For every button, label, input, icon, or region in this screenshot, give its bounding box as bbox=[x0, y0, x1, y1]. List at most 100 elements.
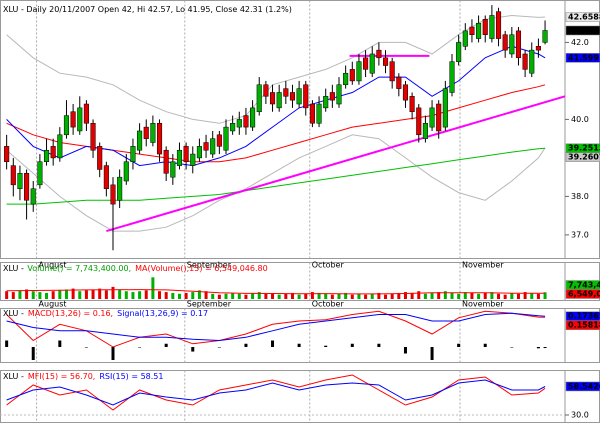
bar bbox=[138, 347, 142, 348]
bar bbox=[377, 343, 381, 347]
candle-body bbox=[216, 134, 222, 147]
bar bbox=[45, 292, 49, 299]
candle-body bbox=[436, 103, 442, 132]
bar bbox=[463, 292, 467, 299]
bar bbox=[64, 289, 68, 299]
candle-body bbox=[190, 153, 196, 166]
bar bbox=[264, 293, 268, 299]
y-tick-label: 42.0 bbox=[571, 38, 589, 47]
value-box bbox=[565, 289, 600, 299]
candle-body bbox=[269, 92, 276, 105]
candle-body bbox=[363, 57, 369, 70]
bar bbox=[164, 343, 168, 347]
legend-entry: MA(Volume(),15) = 6,549,046.80 bbox=[135, 264, 268, 273]
month-label: October bbox=[312, 300, 345, 309]
bar bbox=[483, 292, 487, 299]
value-box-label: 6,549,04 bbox=[568, 290, 600, 299]
bar bbox=[497, 293, 501, 299]
bar bbox=[84, 347, 88, 348]
candle-body bbox=[462, 30, 468, 47]
bar bbox=[144, 290, 148, 299]
legend-entry: MFI(15) = 56.70, bbox=[28, 372, 96, 381]
panel-header: XLU - Daily 20/11/2007 Open 42, Hi 42.57… bbox=[3, 5, 292, 14]
candle-body bbox=[24, 173, 30, 201]
candle-body bbox=[196, 146, 202, 159]
candle-body bbox=[243, 115, 249, 128]
candle-body bbox=[203, 142, 209, 151]
bar bbox=[257, 292, 261, 299]
bar bbox=[410, 292, 414, 299]
panel-header: XLU - Volume() = 7,743,400.00, MA(Volume()… bbox=[3, 264, 268, 273]
month-label: November bbox=[462, 261, 504, 270]
header-title: XLU - bbox=[3, 309, 24, 318]
month-label: September bbox=[187, 300, 232, 309]
bar bbox=[370, 293, 374, 299]
candle-body bbox=[382, 57, 389, 66]
series-line bbox=[6, 379, 546, 406]
candle-body bbox=[17, 173, 23, 189]
value-box-label: 0.158186 bbox=[568, 321, 600, 330]
bar bbox=[237, 293, 241, 299]
bar bbox=[78, 291, 82, 299]
candle-body bbox=[123, 161, 129, 182]
bar bbox=[536, 347, 540, 349]
month-label: August bbox=[39, 300, 67, 309]
candle-body bbox=[176, 149, 183, 166]
candle-body bbox=[502, 34, 508, 51]
bar bbox=[118, 289, 122, 299]
bar bbox=[337, 293, 341, 299]
bar bbox=[523, 292, 527, 299]
bar bbox=[31, 291, 35, 299]
bar bbox=[503, 294, 507, 299]
bar bbox=[443, 291, 447, 299]
candle-body bbox=[449, 61, 455, 93]
bar bbox=[211, 293, 215, 299]
bar bbox=[124, 291, 128, 299]
bar bbox=[191, 292, 195, 299]
candle-body bbox=[156, 123, 163, 155]
candle-body bbox=[469, 26, 475, 35]
value-box bbox=[565, 320, 600, 330]
candle-body bbox=[456, 42, 462, 62]
bar bbox=[530, 292, 534, 299]
bar bbox=[437, 292, 441, 299]
bar bbox=[324, 345, 328, 347]
value-box bbox=[565, 381, 600, 392]
panel-header: XLU - MFI(15) = 56.70, RSI(15) = 58.51 bbox=[3, 372, 163, 381]
candle-body bbox=[529, 49, 535, 74]
bar bbox=[403, 292, 407, 299]
bar bbox=[423, 293, 427, 299]
candle-body bbox=[137, 130, 143, 151]
value-box bbox=[565, 53, 600, 63]
legend-entry: RSI(15) = 58.51 bbox=[99, 372, 163, 381]
bar bbox=[184, 292, 188, 299]
value-box-label: 41.599 bbox=[568, 53, 599, 62]
bar bbox=[284, 293, 288, 299]
bar bbox=[231, 292, 235, 299]
bar bbox=[177, 293, 181, 299]
bar bbox=[543, 292, 547, 299]
bar bbox=[244, 294, 248, 299]
candle-body bbox=[4, 146, 10, 163]
candle-body bbox=[416, 107, 422, 136]
bar bbox=[430, 292, 434, 299]
bar bbox=[277, 294, 281, 299]
value-box-label: 39.2607 bbox=[568, 153, 600, 162]
candle-body bbox=[535, 46, 541, 51]
bar bbox=[11, 292, 15, 299]
candle-body bbox=[422, 123, 428, 139]
bar bbox=[84, 290, 88, 299]
bar bbox=[111, 286, 115, 299]
y-tick-label: 30.0 bbox=[571, 411, 589, 420]
candle-body bbox=[515, 30, 522, 59]
bar bbox=[430, 347, 434, 360]
bar bbox=[290, 292, 294, 299]
bar bbox=[330, 294, 334, 299]
candle-body bbox=[150, 123, 156, 143]
bar bbox=[450, 292, 454, 299]
candle-body bbox=[276, 92, 282, 109]
bar bbox=[164, 292, 168, 299]
bar bbox=[516, 293, 520, 299]
candle-body bbox=[90, 123, 96, 151]
